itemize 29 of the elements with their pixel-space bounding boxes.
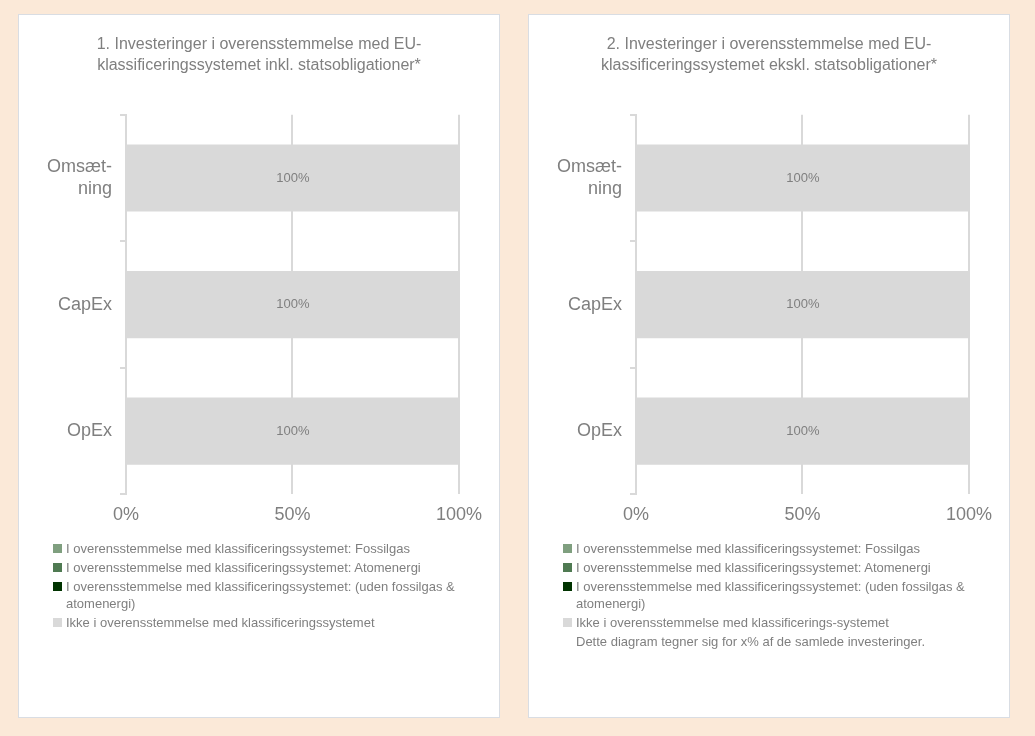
legend-label: Ikke i overensstemmelse med klassificerings-systemet (576, 614, 889, 631)
data-label: 100% (786, 169, 821, 185)
y-tick-label: CapEx (567, 293, 622, 314)
data-label: 100% (276, 422, 311, 438)
x-tick-label: 0% (622, 504, 649, 525)
y-tick-label: CapEx (57, 293, 112, 314)
y-tick-label: OpEx (576, 420, 622, 441)
y-tick-label: OpEx (66, 420, 112, 441)
legend-label: I overensstemmelse med klassificeringssystemet: Fossilgas (66, 540, 410, 557)
legend-label: I overensstemmelse med klassificeringssystemet: Atomenergi (576, 559, 931, 576)
data-label: 100% (276, 296, 311, 312)
legend-label: I overensstemmelse med klassificeringssystemet: Fossilgas (576, 540, 920, 557)
y-tick-label: Omsæt-ning (557, 156, 622, 198)
y-tick-label: Omsæt-ning (47, 156, 112, 198)
text: Dette diagram tegner sig for x% af de samlede investeringer. (576, 633, 926, 650)
x-tick-label: 100% (945, 504, 993, 525)
data-label: 100% (276, 169, 311, 185)
chart-title: 1. Investeringer i overensstemmelse med EU-klassificeringssystemet inkl. statsobligationer* (95, 34, 423, 75)
chart-title: 2. Investeringer i overensstemmelse med EU-klassificeringssystemet ekskl. statsobligationer* (599, 34, 939, 75)
x-tick-label: 50% (274, 504, 311, 525)
legend-label: Ikke i overensstemmelse med klassificeringssystemet (66, 614, 375, 631)
x-tick-label: 50% (784, 504, 821, 525)
x-tick-label: 100% (435, 504, 483, 525)
legend-label: I overensstemmelse med klassificeringssystemet: Atomenergi (66, 559, 421, 576)
legend-label: I overensstemmelse med klassificeringssystemet: (uden fossilgas & atomenergi) (66, 578, 456, 612)
legend-label: I overensstemmelse med klassificeringssystemet: (uden fossilgas & atomenergi) (576, 578, 966, 612)
x-tick-label: 0% (112, 504, 139, 525)
data-label: 100% (786, 296, 821, 312)
data-label: 100% (786, 422, 821, 438)
